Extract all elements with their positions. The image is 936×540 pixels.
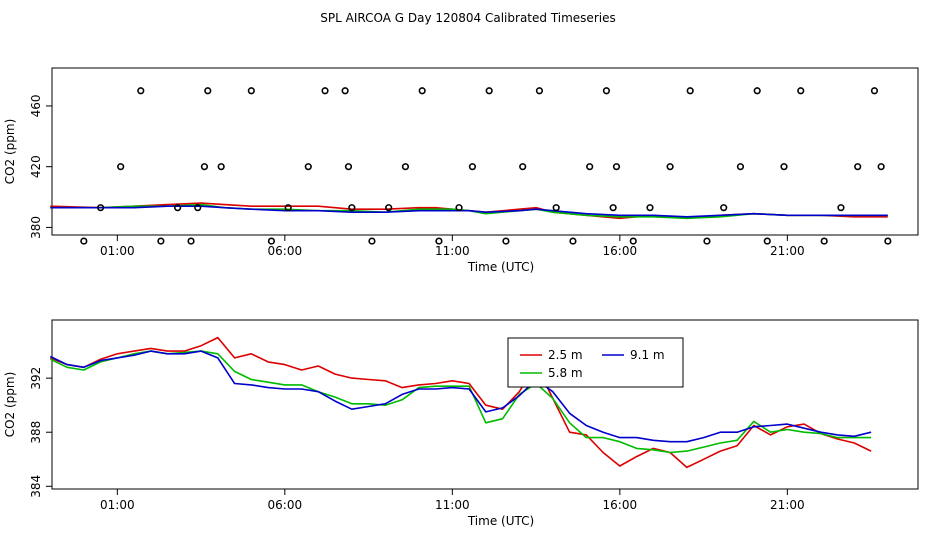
open-circle-point [194, 204, 202, 212]
open-circle-point [797, 87, 805, 95]
open-circle-point [720, 204, 728, 212]
open-circle-point [137, 87, 145, 95]
open-circle-point [877, 163, 885, 171]
panel-top: 01:00 06:00 11:00 16:00 21:00 Time (UTC) 380 42… [3, 67, 919, 274]
x-tick-label: 16:00 [603, 244, 638, 258]
legend-box [507, 337, 684, 388]
open-circle-point [117, 163, 125, 171]
legend-label: 2.5 m [548, 348, 583, 362]
plot-frame [51, 319, 919, 490]
x-tick-label: 11:00 [435, 498, 470, 512]
open-circle-point [204, 87, 212, 95]
x-tick-label: 06:00 [268, 498, 303, 512]
open-circle-point [646, 204, 654, 212]
x-tick-label: 21:00 [770, 498, 805, 512]
open-circle-point [629, 237, 637, 245]
open-circle-point [341, 87, 349, 95]
y-axis-label: CO2 (ppm) [3, 372, 17, 438]
open-circle-point [753, 87, 761, 95]
open-circle-point [602, 87, 611, 95]
open-circle-point [569, 237, 577, 245]
series-line-5-8-m [49, 350, 872, 454]
x-tick-label: 01:00 [100, 244, 135, 258]
open-circle-point [200, 163, 209, 171]
open-circle-point [468, 163, 477, 171]
open-circle-point [401, 163, 410, 171]
legend-label: 5.8 m [548, 366, 583, 380]
open-circle-point [552, 204, 560, 212]
y-tick-label: 392 [29, 367, 43, 390]
open-circle-point [884, 237, 892, 245]
open-circle-point [535, 87, 544, 95]
open-circle-point [157, 237, 165, 245]
open-circle-point [612, 163, 621, 171]
open-circle-point [435, 237, 443, 245]
x-axis-label: Time (UTC) [467, 260, 534, 274]
open-circle-point [820, 237, 828, 245]
y-axis: 380 420 460 [29, 95, 52, 239]
y-tick-label: 460 [29, 95, 43, 118]
open-circle-point [666, 163, 674, 171]
plot-frame [51, 67, 919, 236]
open-circle-point [502, 237, 510, 245]
open-circle-point [368, 237, 376, 245]
open-circle-point [837, 204, 845, 212]
y-axis: 384 388 392 [29, 367, 52, 498]
open-circle-point [344, 163, 353, 171]
open-circle-point [247, 87, 255, 95]
open-circle-point [870, 87, 879, 95]
open-circle-point [519, 163, 527, 171]
open-circle-point [703, 237, 711, 245]
open-circle-point [385, 204, 393, 212]
legend: 2.5 m 9.1 m 5.8 m [507, 337, 684, 388]
open-circle-point [609, 204, 617, 212]
open-circle-point [418, 87, 426, 95]
x-axis: 01:00 06:00 11:00 16:00 21:00 [100, 235, 805, 258]
open-circle-point [686, 87, 694, 95]
legend-label: 9.1 m [630, 348, 665, 362]
x-axis: 01:00 06:00 11:00 16:00 21:00 [100, 489, 805, 512]
open-circle-point [174, 204, 182, 212]
y-tick-label: 420 [29, 155, 43, 178]
x-tick-label: 16:00 [603, 498, 638, 512]
series-line-9-1-m [49, 350, 872, 443]
chart-title: SPL AIRCOA G Day 120804 Calibrated Times… [320, 11, 615, 25]
open-circle-point [96, 204, 105, 212]
open-circle-point [780, 163, 788, 171]
x-tick-label: 01:00 [100, 498, 135, 512]
open-circle-point [485, 87, 493, 95]
open-circle-point [736, 163, 745, 171]
series-line-2-5-m [50, 336, 872, 469]
open-circle-point [187, 237, 195, 245]
open-circle-point [586, 163, 594, 171]
open-circle-point [455, 204, 463, 212]
y-tick-label: 388 [29, 421, 43, 444]
y-axis-label: CO2 (ppm) [3, 119, 17, 185]
open-circle-point [321, 87, 329, 95]
series-line-9-1-m [50, 205, 888, 218]
y-tick-label: 384 [29, 475, 43, 498]
open-circle-point [217, 163, 225, 171]
x-tick-label: 21:00 [770, 244, 805, 258]
open-circle-point [763, 237, 771, 245]
x-tick-label: 06:00 [268, 244, 303, 258]
open-circle-point [304, 163, 312, 171]
open-circle-point [348, 204, 356, 212]
open-circle-point [284, 204, 292, 212]
x-tick-label: 11:00 [435, 244, 470, 258]
y-tick-label: 380 [29, 216, 43, 239]
x-axis-label: Time (UTC) [467, 514, 534, 528]
open-circle-point [267, 237, 276, 245]
open-circle-point [854, 163, 862, 171]
open-circle-series [80, 87, 892, 245]
open-circle-point [80, 237, 88, 245]
